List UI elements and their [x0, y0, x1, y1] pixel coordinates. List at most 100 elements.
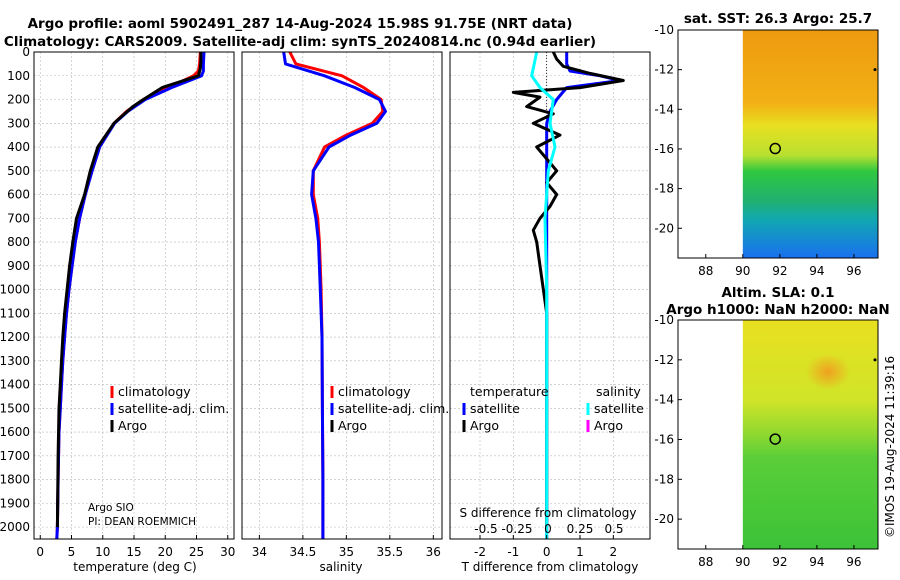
series-climatology: [288, 51, 385, 539]
difference-legend: temperature salinity satellite Argo sate…: [462, 384, 644, 433]
series-climatology: [55, 51, 202, 540]
lon-tick-label: 90: [735, 264, 750, 278]
sst-map: 88 90 92 94 96 -10 -12 -14 -16 -18 -20: [654, 23, 879, 278]
x-tick-label: 20: [158, 545, 173, 559]
map-edge-dot: [873, 358, 877, 362]
y-tick-label: 1200: [0, 330, 30, 344]
figure-title-line2: Climatology: CARS2009. Satellite-adj cli…: [4, 34, 596, 50]
lat-tick-label: -20: [654, 221, 674, 235]
y-tick-label: 1100: [0, 306, 30, 320]
y-tick-label: 900: [7, 259, 30, 273]
legend-label-s-satellite: satellite: [594, 401, 644, 416]
x-tick-label: 1: [576, 545, 584, 559]
sla-map-title-line1: Altim. SLA: 0.1: [721, 285, 834, 301]
figure-title-line1: Argo profile: aoml 5902491_287 14-Aug-20…: [28, 16, 573, 32]
legend-title-temperature: temperature: [470, 384, 549, 399]
x-tick-label: 10: [95, 545, 110, 559]
lon-tick-label: 94: [809, 264, 824, 278]
lat-tick-label: -14: [654, 393, 674, 407]
map-field: [742, 320, 878, 549]
lon-tick-label: 96: [846, 264, 861, 278]
x-tick-label: 15: [126, 545, 141, 559]
y-tick-label: 700: [7, 211, 30, 225]
lat-tick-label: -18: [654, 182, 674, 196]
x-tick-label: 5: [68, 545, 76, 559]
s-tick-label: 0: [544, 522, 552, 536]
y-tick-label: 400: [7, 140, 30, 154]
series-argo: [55, 52, 203, 528]
lon-tick-label: 92: [772, 555, 787, 569]
legend-label-climatology: climatology: [118, 384, 191, 399]
legend-label-climatology: climatology: [338, 384, 411, 399]
sla-map-title-line2: Argo h1000: NaN h2000: NaN: [666, 302, 889, 318]
y-tick-label: 1000: [0, 283, 30, 297]
argo-pi-note: PI: DEAN ROEMMICH: [88, 516, 196, 528]
y-tick-label: 800: [7, 235, 30, 249]
legend-label-s-argo: Argo: [594, 418, 623, 433]
float-location-marker: [769, 142, 781, 155]
y-tick-label: 300: [7, 116, 30, 130]
legend-title-salinity: salinity: [596, 384, 641, 399]
salinity-axis-label: salinity: [319, 560, 362, 574]
y-tick-label: 200: [7, 93, 30, 107]
series-satellite-adj-clim-: [282, 51, 387, 539]
credit-text: ©IMOS 19-Aug-2024 11:39:16: [883, 356, 897, 538]
y-tick-label: 1800: [0, 473, 30, 487]
lat-tick-label: -12: [654, 63, 674, 77]
series-temperature-satellite: [545, 52, 622, 539]
series-salinity-satellite: [530, 51, 557, 539]
sst-map-title: sat. SST: 26.3 Argo: 25.7: [684, 11, 872, 27]
temperature-legend: climatology satellite-adj. clim. Argo: [110, 384, 229, 433]
y-tick-label: 1500: [0, 401, 30, 415]
x-tick-label: 35.5: [376, 545, 403, 559]
lat-tick-label: -16: [654, 432, 674, 446]
lat-tick-label: -20: [654, 512, 674, 526]
lon-tick-label: 94: [809, 555, 824, 569]
x-tick-label: 0: [36, 545, 44, 559]
sla-map: 88 90 92 94 96 -10 -12 -14 -16 -18 -20: [654, 313, 879, 569]
y-tick-label: 1300: [0, 354, 30, 368]
x-tick-label: -2: [474, 545, 486, 559]
series-satellite-adj-clim-: [55, 51, 206, 540]
y-tick-label: 0: [22, 45, 30, 59]
argo-institution-note: Argo SIO: [88, 502, 134, 514]
y-tick-label: 1700: [0, 449, 30, 463]
legend-label-argo: Argo: [338, 418, 367, 433]
s-tick-label: -0.5: [474, 522, 497, 536]
y-tick-label: 1600: [0, 425, 30, 439]
x-tick-label: 36: [426, 545, 441, 559]
map-field: [742, 30, 878, 258]
t-difference-axis-label: T difference from climatology: [461, 560, 639, 574]
lat-tick-label: -10: [654, 23, 674, 37]
y-tick-label: 2000: [0, 520, 30, 534]
legend-label-t-satellite: satellite: [470, 401, 520, 416]
salinity-legend: climatology satellite-adj. clim. Argo: [330, 384, 449, 433]
map-edge-dot: [873, 68, 877, 72]
legend-label-satellite: satellite-adj. clim.: [118, 401, 229, 416]
x-tick-label: -1: [507, 545, 519, 559]
lat-tick-label: -14: [654, 102, 674, 116]
x-tick-label: 34: [252, 545, 267, 559]
legend-label-satellite: satellite-adj. clim.: [338, 401, 449, 416]
y-tick-label: 500: [7, 164, 30, 178]
lon-tick-label: 96: [846, 555, 861, 569]
legend-label-t-argo: Argo: [470, 418, 499, 433]
s-tick-label: -0.25: [501, 522, 532, 536]
x-tick-label: 2: [610, 545, 618, 559]
y-tick-label: 100: [7, 69, 30, 83]
y-tick-label: 600: [7, 188, 30, 202]
lon-tick-label: 92: [772, 264, 787, 278]
temperature-axis-label: temperature (deg C): [73, 560, 196, 574]
x-tick-label: 34.5: [290, 545, 317, 559]
float-location-marker: [769, 433, 781, 445]
x-tick-label: 0: [543, 545, 551, 559]
sla-high-anomaly: [806, 353, 850, 390]
difference-panel: [449, 51, 651, 540]
s-difference-axis-label: S difference from climatology: [460, 506, 637, 520]
salinity-panel: [241, 51, 443, 540]
s-tick-label: 0.5: [604, 522, 623, 536]
temperature-panel: [33, 51, 235, 540]
lat-tick-label: -10: [654, 313, 674, 327]
lat-tick-label: -16: [654, 142, 674, 156]
x-tick-label: 25: [189, 545, 204, 559]
